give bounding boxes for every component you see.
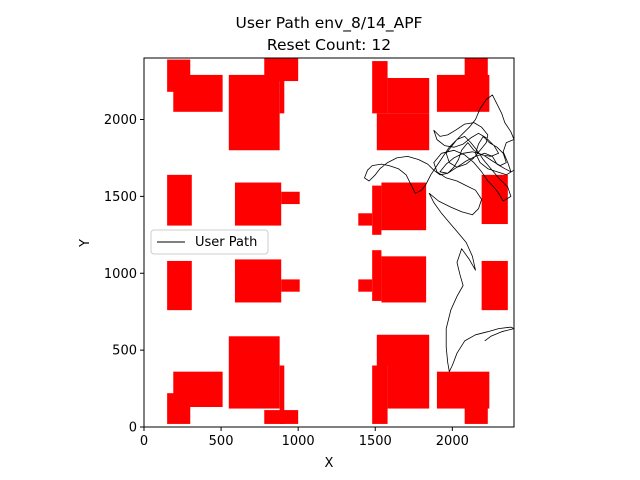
x-axis-label: X [325, 456, 334, 471]
obstacle-10 [372, 250, 382, 301]
plot-frame [143, 57, 515, 428]
legend: User Path [150, 229, 269, 255]
obstacle-25 [173, 371, 223, 408]
series-user-path [364, 94, 515, 373]
obstacles-layer [167, 58, 508, 424]
obstacle-26 [228, 336, 280, 409]
legend-label-user-path: User Path [195, 235, 257, 250]
chart-subtitle: Reset Count: 12 [267, 36, 391, 54]
obstacle-16 [228, 74, 280, 151]
obstacle-9 [358, 279, 373, 292]
y-axis-ticks: 0 500 1000 1500 2000 [104, 113, 144, 436]
obstacle-0 [167, 174, 192, 226]
x-tick-label-1500: 1500 [359, 434, 392, 449]
obstacle-27 [279, 365, 285, 424]
y-tick-label-1500: 1500 [104, 190, 137, 205]
x-axis-ticks: 0 500 1000 1500 2000 [140, 427, 469, 449]
y-tick-label-0: 0 [129, 421, 137, 436]
obstacle-6 [358, 213, 373, 226]
x-tick-label-1000: 1000 [282, 434, 315, 449]
obstacle-4 [234, 259, 282, 303]
chart-title: User Path env_8/14_APF [236, 14, 423, 33]
obstacle-7 [372, 185, 382, 235]
obstacle-3 [281, 191, 300, 205]
obstacle-21 [376, 113, 430, 151]
path-layer [364, 94, 515, 373]
obstacle-29 [372, 365, 388, 424]
x-tick-label-500: 500 [209, 434, 234, 449]
obstacle-8 [381, 182, 427, 231]
obstacle-11 [381, 256, 427, 303]
obstacle-19 [372, 61, 388, 114]
obstacle-17 [279, 68, 285, 114]
obstacle-13 [481, 260, 508, 311]
obstacle-18 [264, 58, 299, 82]
obstacle-30 [387, 365, 430, 409]
obstacle-20 [387, 77, 430, 114]
obstacle-28 [264, 410, 299, 424]
obstacle-1 [167, 260, 192, 311]
x-tick-label-2000: 2000 [436, 434, 469, 449]
y-tick-label-1000: 1000 [104, 267, 137, 282]
y-tick-label-2000: 2000 [104, 113, 137, 128]
obstacle-2 [234, 182, 282, 226]
obstacle-15 [173, 74, 223, 112]
obstacle-23 [464, 58, 488, 85]
obstacle-32 [436, 371, 490, 409]
y-tick-label-500: 500 [112, 344, 137, 359]
obstacle-12 [481, 174, 508, 225]
plot-area [143, 57, 515, 428]
obstacle-33 [464, 407, 488, 424]
obstacle-31 [376, 334, 430, 366]
obstacle-5 [281, 279, 300, 292]
x-tick-label-0: 0 [140, 434, 148, 449]
legend-box [150, 229, 269, 255]
y-axis-label: Y [78, 239, 93, 248]
